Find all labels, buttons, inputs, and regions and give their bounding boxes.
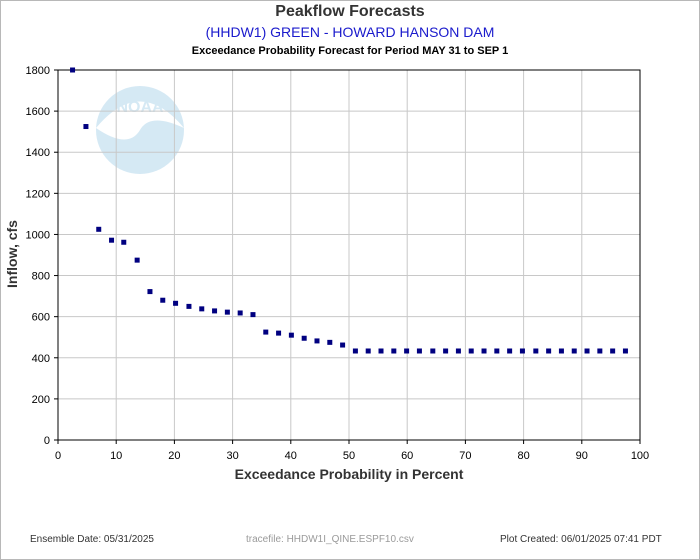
y-tick-label: 400	[32, 353, 50, 365]
data-point	[327, 339, 333, 345]
data-point	[416, 348, 422, 354]
x-tick-label: 90	[576, 450, 588, 462]
y-tick-label: 1400	[26, 147, 50, 159]
data-point	[558, 348, 564, 354]
data-point	[224, 309, 230, 315]
y-tick-label: 1000	[26, 229, 50, 241]
data-point	[378, 348, 384, 354]
data-point	[571, 348, 577, 354]
y-tick-label: 1200	[26, 188, 50, 200]
data-point	[199, 306, 205, 312]
x-tick-label: 20	[168, 450, 180, 462]
data-point	[507, 348, 513, 354]
data-point	[391, 348, 397, 354]
data-point	[288, 332, 294, 338]
y-tick-label: 1600	[26, 106, 50, 118]
y-tick-label: 800	[32, 271, 50, 283]
x-tick-label: 70	[459, 450, 471, 462]
data-point	[481, 348, 487, 354]
data-point	[121, 239, 127, 245]
x-tick-label: 60	[401, 450, 413, 462]
data-point	[250, 312, 256, 318]
data-point	[468, 348, 474, 354]
x-tick-label: 80	[517, 450, 529, 462]
y-tick-label: 600	[32, 312, 50, 324]
data-point	[70, 67, 76, 73]
data-point	[83, 124, 89, 130]
data-point	[173, 300, 179, 306]
data-point	[404, 348, 410, 354]
data-point	[134, 257, 140, 263]
data-point	[443, 348, 449, 354]
x-tick-label: 50	[343, 450, 355, 462]
tracefile-label: tracefile: HHDW1I_QINE.ESPF10.csv	[246, 534, 414, 545]
data-point	[186, 303, 192, 309]
x-tick-label: 100	[631, 450, 649, 462]
data-point	[276, 330, 282, 336]
data-point	[597, 348, 603, 354]
chart-title: Peakflow Forecasts	[275, 3, 425, 20]
axis-ticks: 0 10 20 30 40 50 60 70 80 90 100020040060080010001…	[26, 65, 650, 462]
data-point	[301, 335, 307, 341]
data-point	[352, 348, 358, 354]
data-point	[263, 329, 269, 335]
data-point	[109, 237, 115, 243]
data-point	[494, 348, 500, 354]
ensemble-date: Ensemble Date: 05/31/2025	[30, 534, 154, 545]
y-axis-label: Inflow, cfs	[4, 220, 20, 288]
x-tick-label: 30	[226, 450, 238, 462]
chart-period-title: Exceedance Probability Forecast for Peri…	[191, 45, 509, 57]
data-point	[455, 348, 461, 354]
data-point	[96, 226, 102, 232]
data-point	[147, 289, 153, 295]
data-point	[160, 297, 166, 303]
data-point	[340, 342, 346, 348]
data-point	[610, 348, 616, 354]
x-tick-label: 0	[55, 450, 61, 462]
data-point	[533, 348, 539, 354]
y-tick-label: 200	[32, 394, 50, 406]
data-point	[584, 348, 590, 354]
plot-created: Plot Created: 06/01/2025 07:41 PDT	[500, 534, 662, 545]
x-tick-label: 40	[285, 450, 297, 462]
chart-subtitle: (HHDW1) GREEN - HOWARD HANSON DAM	[205, 24, 495, 40]
data-point	[519, 348, 525, 354]
x-axis-label: Exceedance Probability in Percent	[234, 466, 464, 482]
grid	[58, 70, 640, 440]
y-tick-label: 0	[44, 435, 50, 447]
data-point	[314, 338, 320, 344]
noaa-logo: NOAA	[96, 86, 184, 174]
data-point	[622, 348, 628, 354]
data-point	[237, 310, 243, 316]
data-point	[430, 348, 436, 354]
data-point	[546, 348, 552, 354]
noaa-logo-text: NOAA	[116, 99, 164, 116]
y-tick-label: 1800	[26, 65, 50, 77]
data-points	[70, 67, 628, 354]
x-tick-label: 10	[110, 450, 122, 462]
data-point	[365, 348, 371, 354]
data-point	[212, 308, 218, 314]
